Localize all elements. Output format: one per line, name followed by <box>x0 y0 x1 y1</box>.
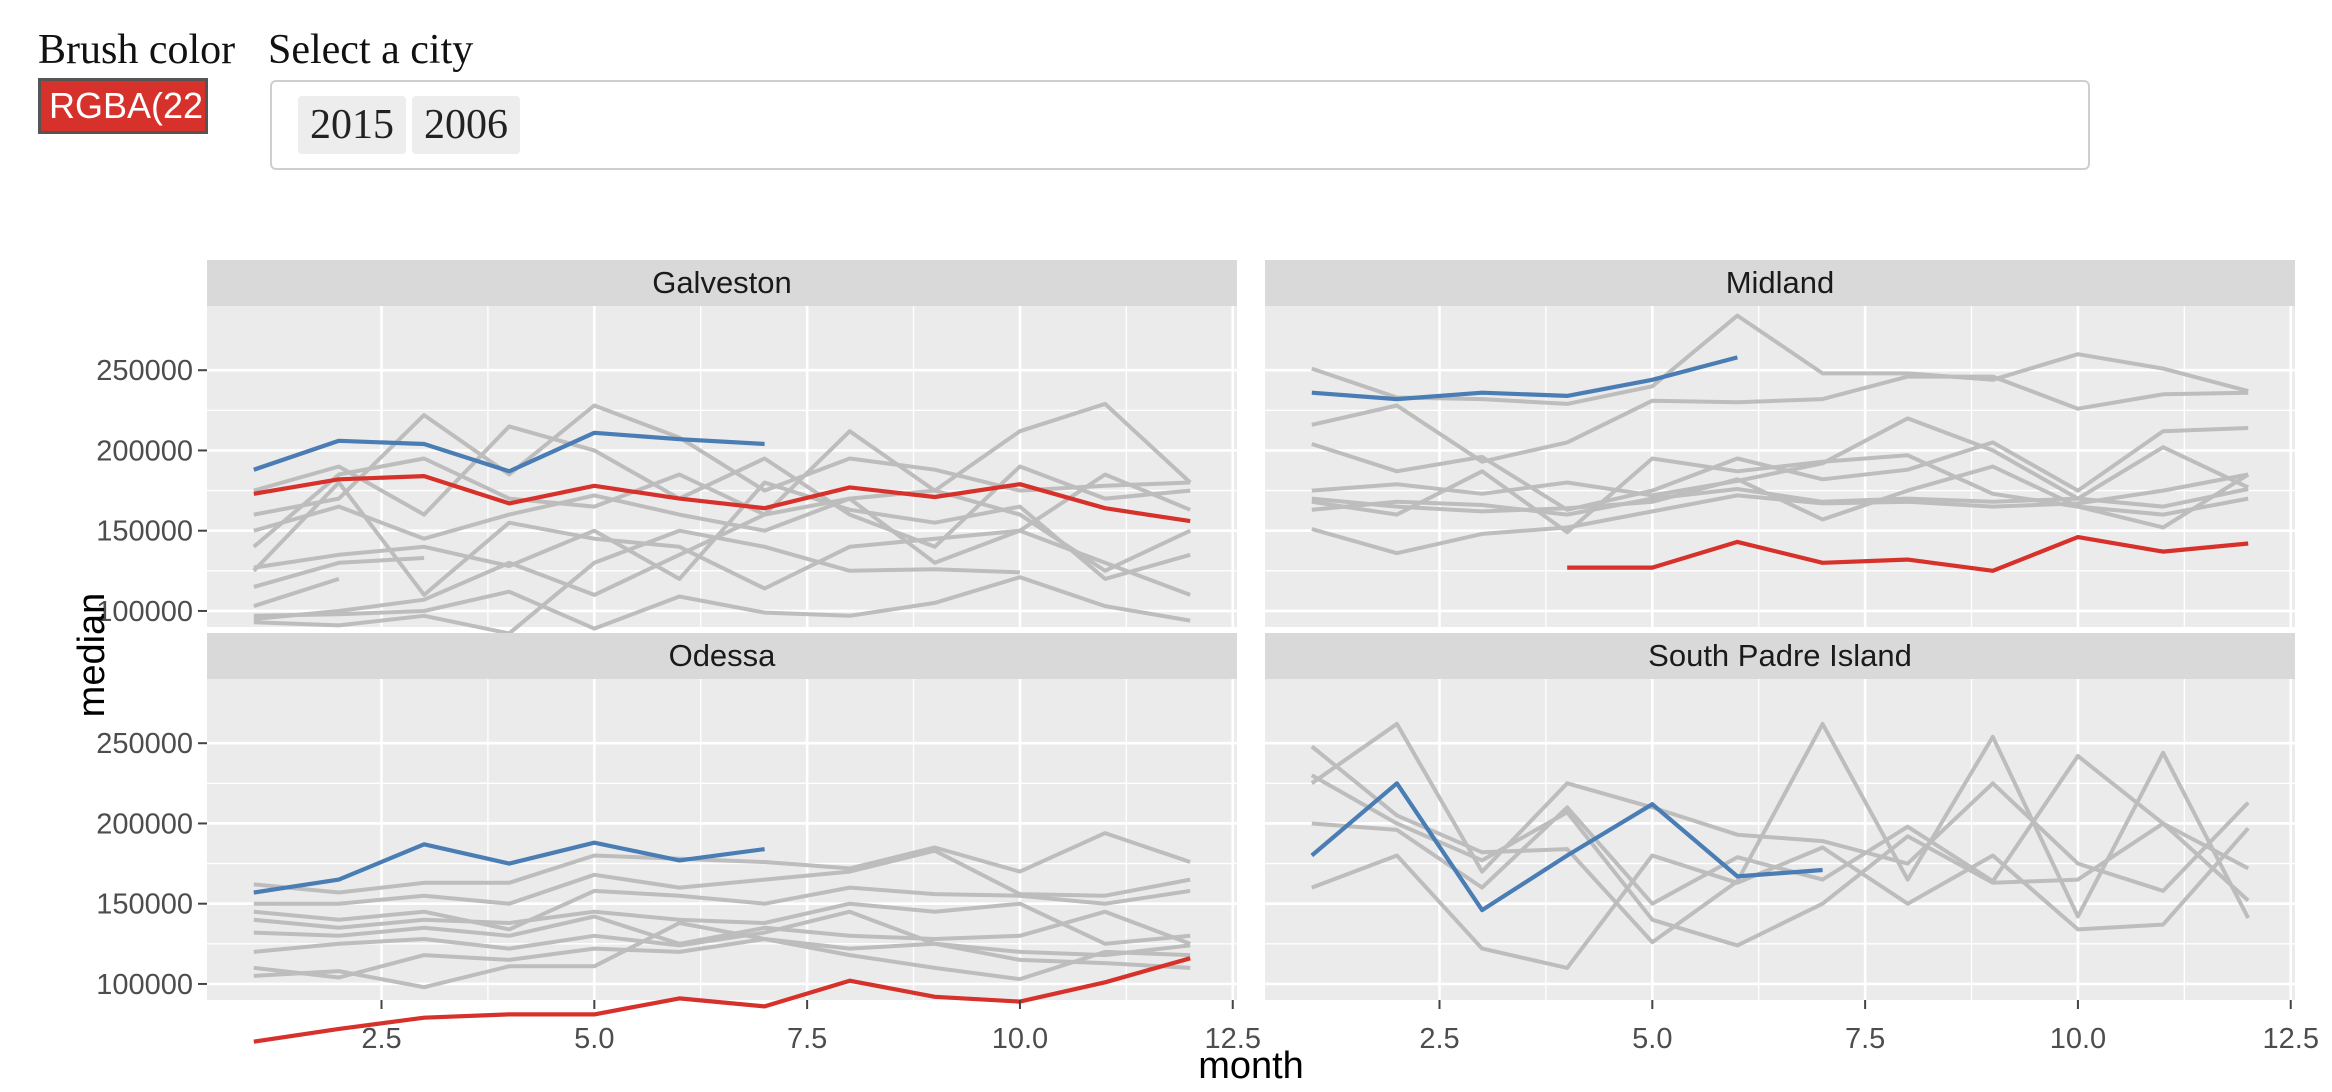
x-tick-label: 7.5 <box>1845 1023 1885 1055</box>
select-city-label: Select a city <box>268 27 474 73</box>
south-padre-island-background-line <box>1311 826 2250 970</box>
midland-background-line <box>1311 313 2249 406</box>
midland-background-line <box>1311 453 2250 535</box>
y-tick-label: 150000 <box>96 889 193 921</box>
galveston-background-line <box>252 480 1191 597</box>
midland-series-line-2015 <box>1311 355 1738 402</box>
facet-strip <box>207 633 1237 679</box>
odessa-background-line <box>253 885 1191 932</box>
x-tick-label: 12.5 <box>2263 1023 2319 1055</box>
galveston-background-line <box>253 575 1191 631</box>
y-tick-label: 250000 <box>96 728 193 760</box>
galveston-background-line <box>253 488 1192 573</box>
galveston-background-line <box>253 528 1020 636</box>
y-tick-label: 200000 <box>96 435 193 467</box>
city-select-input[interactable]: 2015 2006 <box>270 80 2090 170</box>
south-padre-island-series-line-2015 <box>1310 781 1823 913</box>
y-tick-label: 200000 <box>96 808 193 840</box>
x-tick-label: 7.5 <box>787 1023 827 1055</box>
odessa-series-line-2006 <box>253 956 1191 1044</box>
south-padre-island-background-line <box>1311 754 2250 906</box>
midland-background-line <box>1311 472 2249 556</box>
odessa-background-line <box>253 909 1191 958</box>
x-tick-label: 12.5 <box>1205 1023 1261 1055</box>
facet-title: Odessa <box>669 638 777 673</box>
x-tick-label: 5.0 <box>1632 1023 1672 1055</box>
panel-background <box>207 306 1237 627</box>
facet-title: Galveston <box>652 265 792 300</box>
facet-title: Midland <box>1726 265 1835 300</box>
galveston-background-line <box>253 480 1191 581</box>
galveston-series-line-2015 <box>253 430 765 474</box>
galveston-series-line-2006 <box>253 474 1191 524</box>
odessa-background-line <box>253 848 1191 906</box>
odessa-series-line-2015 <box>253 840 765 895</box>
x-tick-label: 10.0 <box>992 1023 1048 1055</box>
selected-chip[interactable]: 2006 <box>412 96 520 154</box>
facet-strip <box>1265 633 2295 679</box>
facet-strip <box>1265 260 2295 306</box>
galveston-background-line <box>253 472 1191 621</box>
y-axis-title: median <box>71 593 113 718</box>
midland-series-line-2006 <box>1567 535 2249 573</box>
odessa-background-line <box>253 909 1191 946</box>
x-tick-label: 2.5 <box>1419 1023 1459 1055</box>
selected-chip[interactable]: 2015 <box>298 96 406 154</box>
brush-color-input[interactable]: RGBA(22 <box>38 78 208 134</box>
odessa-background-line <box>253 901 1191 946</box>
panel-background <box>207 679 1237 1000</box>
brush-color-label: Brush color <box>38 27 236 73</box>
midland-background-line <box>1311 426 2249 512</box>
y-tick-label: 100000 <box>96 596 193 628</box>
x-tick-label: 2.5 <box>361 1023 401 1055</box>
galveston-background-line <box>253 556 425 589</box>
odessa-background-line <box>253 831 1191 895</box>
south-padre-island-background-line <box>1310 773 2250 948</box>
facet-strip <box>207 260 1237 306</box>
x-axis-title: month <box>1198 1045 1304 1087</box>
odessa-background-line <box>253 921 1191 990</box>
midland-background-line <box>1311 416 2250 501</box>
facet-title: South Padre Island <box>1648 638 1912 673</box>
x-tick-label: 5.0 <box>574 1023 614 1055</box>
y-tick-label: 100000 <box>96 969 193 1001</box>
galveston-background-line <box>253 576 340 609</box>
y-tick-label: 250000 <box>96 355 193 387</box>
galveston-background-line <box>252 401 1192 549</box>
y-tick-label: 150000 <box>96 516 193 548</box>
odessa-background-line <box>253 937 1191 982</box>
galveston-background-line <box>253 424 1191 549</box>
x-tick-label: 10.0 <box>2050 1023 2106 1055</box>
midland-background-line <box>1311 374 2249 464</box>
